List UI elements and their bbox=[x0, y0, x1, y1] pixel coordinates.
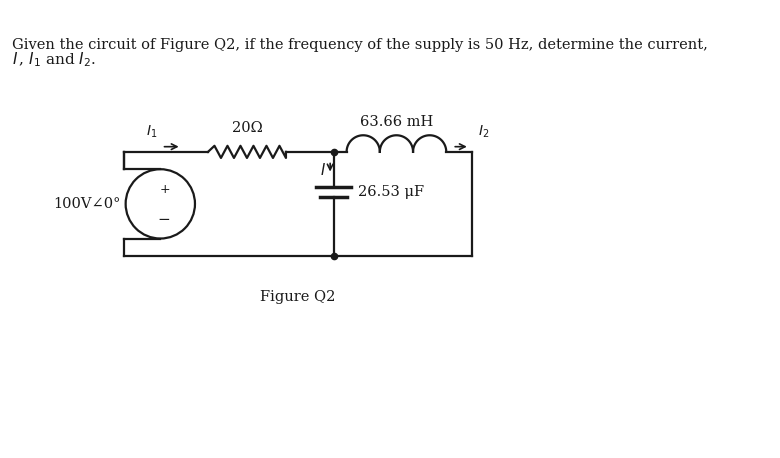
Text: $I$: $I$ bbox=[321, 162, 326, 178]
Text: 20Ω: 20Ω bbox=[232, 120, 262, 135]
Text: Given the circuit of Figure Q2, if the frequency of the supply is 50 Hz, determi: Given the circuit of Figure Q2, if the f… bbox=[12, 38, 708, 52]
Text: +: + bbox=[159, 183, 170, 196]
Text: 26.53 μF: 26.53 μF bbox=[358, 185, 424, 199]
Text: 63.66 mH: 63.66 mH bbox=[360, 115, 433, 129]
Text: $I_1$: $I_1$ bbox=[147, 123, 158, 140]
Text: $I\,$, $I_1$ and $I_2$.: $I\,$, $I_1$ and $I_2$. bbox=[12, 50, 96, 69]
Text: 100V∠0°: 100V∠0° bbox=[53, 197, 120, 211]
Text: −: − bbox=[158, 212, 170, 227]
Text: $I_2$: $I_2$ bbox=[478, 123, 490, 140]
Text: Figure Q2: Figure Q2 bbox=[261, 290, 335, 305]
